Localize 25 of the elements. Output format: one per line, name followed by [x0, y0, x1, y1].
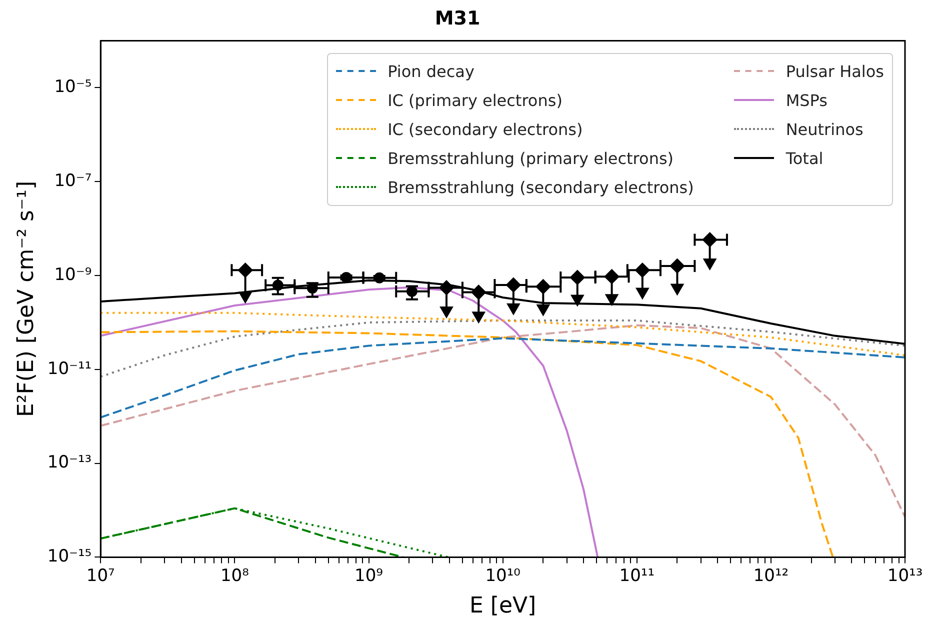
chart-title: M31	[434, 7, 480, 30]
y-tick-label: 10⁻¹³	[47, 452, 92, 473]
legend-label: Pion decay	[388, 62, 474, 81]
y-tick-label: 10⁻⁷	[54, 171, 92, 192]
legend-label: Total	[786, 148, 824, 168]
legend-label: Bremsstrahlung (primary electrons)	[388, 148, 674, 168]
x-tick-label: 10⁸	[220, 566, 250, 586]
y-tick-label: 10⁻⁹	[54, 264, 92, 285]
y-axis-title: E²F(E) [GeV cm⁻² s⁻¹]	[14, 180, 39, 418]
y-tick-label: 10⁻¹¹	[47, 358, 92, 379]
legend-label: MSPs	[786, 90, 828, 110]
legend-label: Pulsar Halos	[786, 62, 884, 81]
legend-label: Neutrinos	[786, 120, 864, 139]
x-tick-label: 10⁹	[354, 566, 384, 586]
x-tick-label: 10⁷	[86, 566, 116, 586]
legend-label: IC (secondary electrons)	[388, 120, 583, 139]
legend-label: Bremsstrahlung (secondary electrons)	[388, 178, 694, 197]
y-tick-label: 10⁻¹⁵	[47, 546, 92, 567]
y-tick-label: 10⁻⁵	[54, 77, 92, 98]
x-tick-label: 10¹²	[753, 566, 789, 586]
x-axis-title: E [eV]	[469, 594, 536, 619]
legend-label: IC (primary electrons)	[388, 90, 562, 110]
x-tick-label: 10¹³	[887, 566, 923, 586]
x-tick-label: 10¹¹	[619, 566, 655, 586]
x-tick-label: 10¹⁰	[485, 566, 521, 586]
